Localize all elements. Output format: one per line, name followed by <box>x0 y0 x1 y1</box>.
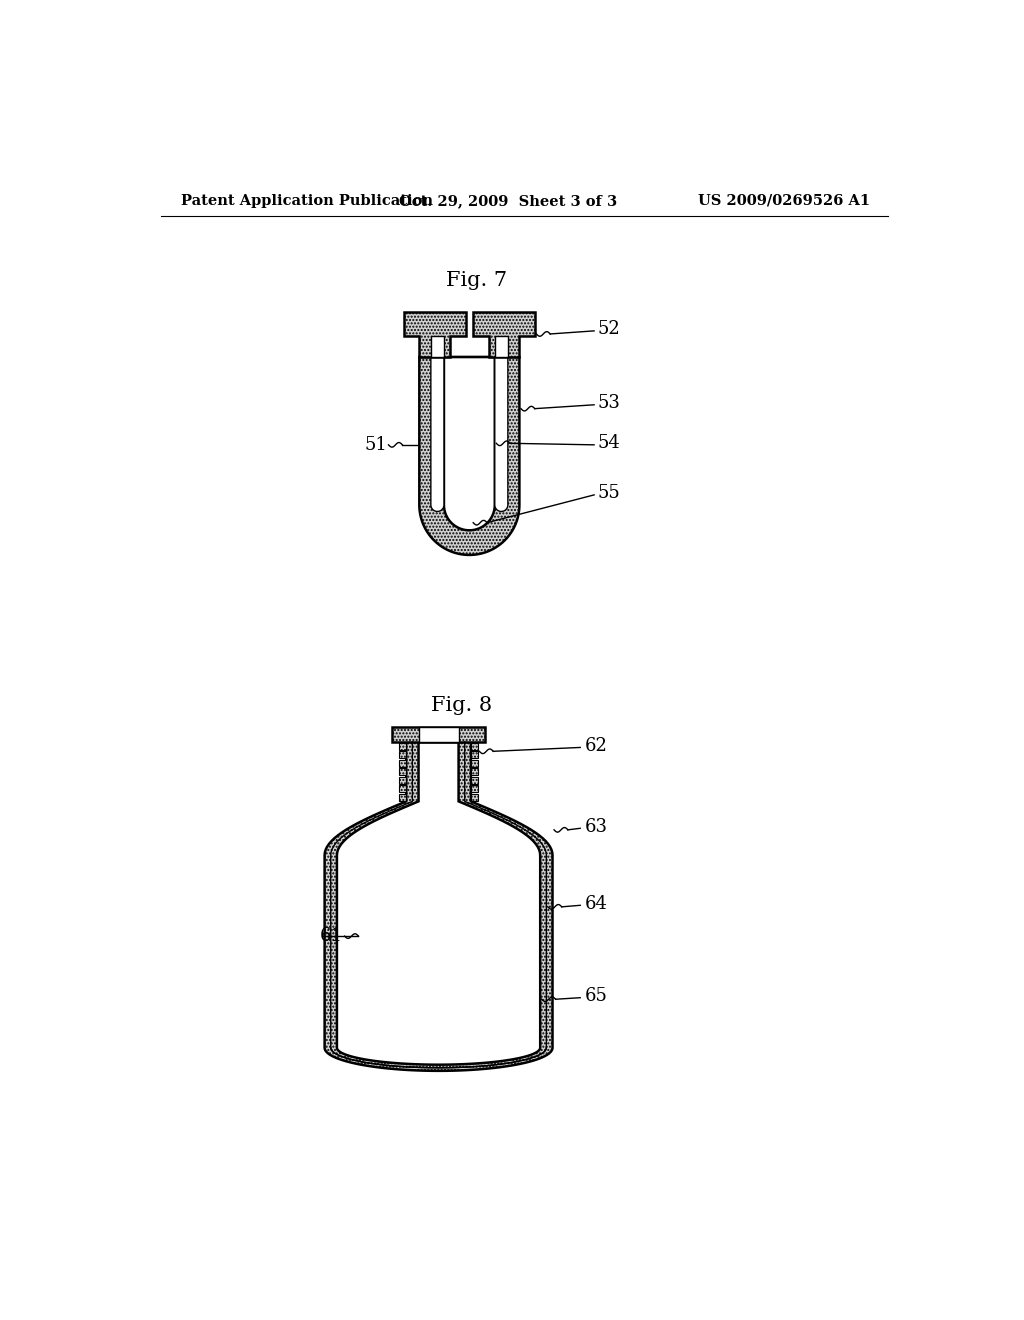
Text: 61: 61 <box>319 927 342 945</box>
Polygon shape <box>403 313 466 358</box>
Text: 63: 63 <box>585 818 608 836</box>
Polygon shape <box>471 743 478 750</box>
Polygon shape <box>399 743 407 750</box>
Polygon shape <box>399 760 407 767</box>
Polygon shape <box>473 313 535 358</box>
Polygon shape <box>419 358 519 554</box>
Polygon shape <box>444 358 495 531</box>
Polygon shape <box>399 785 407 792</box>
Polygon shape <box>471 751 478 758</box>
Polygon shape <box>471 776 478 784</box>
Text: Oct. 29, 2009  Sheet 3 of 3: Oct. 29, 2009 Sheet 3 of 3 <box>398 194 616 207</box>
Polygon shape <box>399 751 407 758</box>
Polygon shape <box>471 785 478 792</box>
Text: 53: 53 <box>598 395 621 412</box>
Polygon shape <box>471 793 478 800</box>
Text: 65: 65 <box>585 987 607 1005</box>
Polygon shape <box>399 776 407 784</box>
Text: Patent Application Publication: Patent Application Publication <box>180 194 432 207</box>
Polygon shape <box>431 358 444 511</box>
Polygon shape <box>392 726 484 742</box>
Text: 52: 52 <box>598 321 621 338</box>
Text: 55: 55 <box>598 484 621 503</box>
Text: Fig. 8: Fig. 8 <box>431 696 493 714</box>
Polygon shape <box>495 335 508 358</box>
Polygon shape <box>471 768 478 775</box>
Polygon shape <box>399 768 407 775</box>
Polygon shape <box>325 742 553 1071</box>
Polygon shape <box>471 760 478 767</box>
Polygon shape <box>399 793 407 800</box>
Polygon shape <box>337 742 541 1065</box>
Text: 64: 64 <box>585 895 607 912</box>
Polygon shape <box>495 358 508 511</box>
Text: US 2009/0269526 A1: US 2009/0269526 A1 <box>697 194 869 207</box>
Text: 51: 51 <box>365 436 387 454</box>
Text: Fig. 7: Fig. 7 <box>446 271 508 289</box>
Polygon shape <box>431 335 444 358</box>
Polygon shape <box>419 726 459 742</box>
Text: 54: 54 <box>598 434 621 453</box>
Text: 62: 62 <box>585 737 607 755</box>
